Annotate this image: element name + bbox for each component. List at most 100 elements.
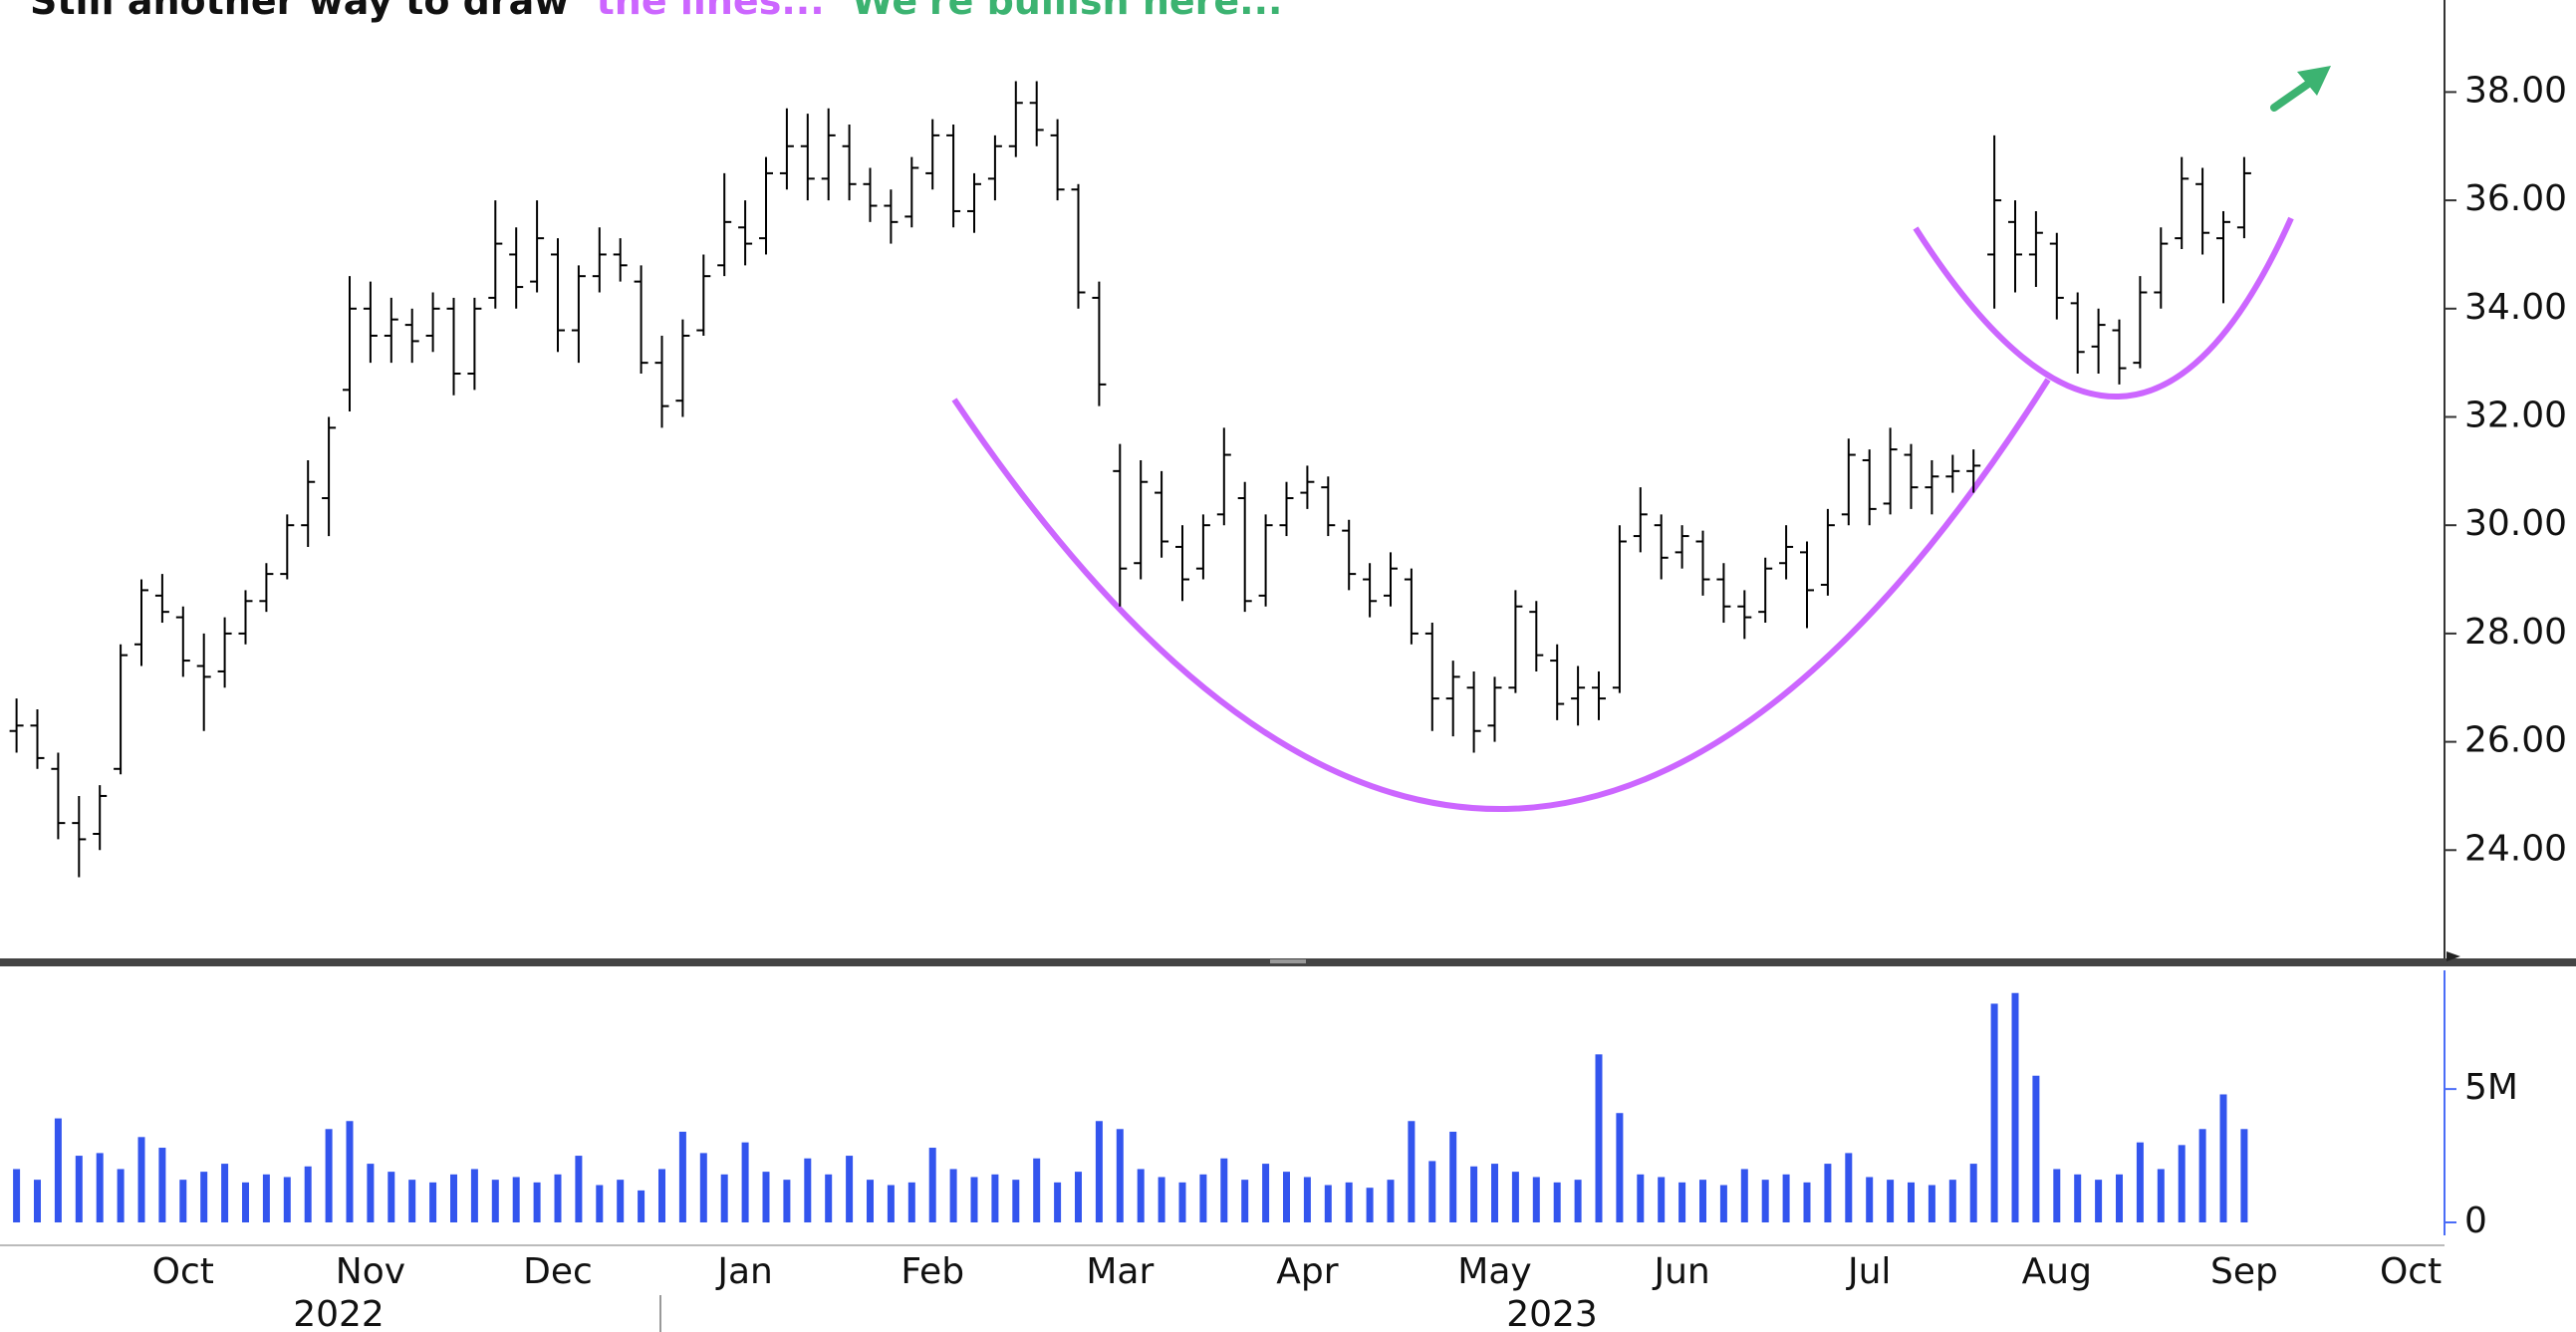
marks: 24.00 26.00 28.00 30.00 32.00 34.00 36.00 38.00… (9, 70, 2567, 1332)
volume-bar (2053, 1169, 2061, 1222)
y-tick-label: 32.00 (2464, 395, 2567, 435)
volume-bar (783, 1180, 791, 1222)
volume-bar (1158, 1177, 1165, 1222)
volume-bar (1116, 1129, 1124, 1222)
volume-bar (1345, 1182, 1353, 1222)
volume-bar (699, 1153, 707, 1222)
volume-bar (470, 1169, 478, 1222)
volume-bar (1658, 1177, 1666, 1222)
x-tick-label: Dec (523, 1251, 593, 1292)
volume-bar (1012, 1180, 1020, 1222)
volume-bar (1408, 1121, 1416, 1222)
volume-bar (2178, 1145, 2186, 1222)
volume-bar (762, 1172, 770, 1222)
title-part: We're bullish here... (852, 0, 1283, 23)
y-tick-label: 0 (2464, 1200, 2487, 1241)
x-tick-label: Apr (1276, 1251, 1338, 1292)
volume-bar (179, 1180, 187, 1222)
volume-bar (825, 1174, 833, 1222)
volume-bar (1428, 1161, 1436, 1222)
year-label: 2022 (293, 1294, 385, 1332)
volume-bar (1553, 1182, 1561, 1222)
title-part: Still another way to draw (30, 0, 569, 23)
volume-bar (34, 1180, 41, 1222)
volume-bar (1595, 1054, 1603, 1222)
volume-bar (1866, 1177, 1874, 1222)
volume-bar (387, 1172, 395, 1222)
volume-bar (1220, 1158, 1228, 1222)
volume-bar (1511, 1172, 1519, 1222)
volume-bar (1178, 1182, 1186, 1222)
x-tick-label: Feb (901, 1251, 964, 1292)
volume-bar (491, 1180, 499, 1222)
x-tick-label: Aug (2022, 1251, 2092, 1292)
volume-bar (804, 1158, 812, 1222)
volume-bar (1782, 1174, 1790, 1222)
volume-bar (1303, 1177, 1311, 1222)
volume-bar (1449, 1131, 1457, 1222)
volume-bar (242, 1182, 249, 1222)
axis-arrow (2447, 951, 2460, 961)
volume-bar (970, 1177, 978, 1222)
y-tick-label: 28.00 (2464, 612, 2567, 653)
volume-bar (1908, 1182, 1915, 1222)
volume-bar (1470, 1166, 1478, 1222)
volume-bar (158, 1148, 166, 1222)
volume-bar (1719, 1185, 1727, 1222)
volume-bar (1948, 1180, 1956, 1222)
bullish-arrow (2270, 66, 2331, 112)
volume-bar (533, 1182, 541, 1222)
volume-bar (554, 1174, 562, 1222)
volume-bar (346, 1121, 354, 1222)
volume-bar (96, 1153, 104, 1222)
volume-bar (283, 1177, 291, 1222)
title-part: the lines... (597, 0, 825, 23)
x-tick-label: Oct (152, 1251, 214, 1292)
volume-bar (1969, 1164, 1977, 1222)
y-tick-label: 30.00 (2464, 503, 2567, 544)
volume-bar (596, 1185, 604, 1222)
volume-bar (1137, 1169, 1145, 1222)
volume-bar (1075, 1172, 1082, 1222)
volume-bar (1803, 1182, 1811, 1222)
volume-bar (2219, 1094, 2227, 1222)
separator-grip (1270, 959, 1306, 963)
volume-bar (1033, 1158, 1041, 1222)
handle-curve (1913, 216, 2294, 400)
volume-bar (2116, 1174, 2123, 1222)
volume-bar (262, 1174, 270, 1222)
volume-bar (1637, 1174, 1645, 1222)
volume-bar (13, 1169, 21, 1222)
volume-bar (1095, 1121, 1103, 1222)
volume-bar (887, 1185, 895, 1222)
volume-bar (1616, 1113, 1624, 1222)
volume-bar (575, 1156, 583, 1222)
x-tick-label: May (1457, 1251, 1531, 1292)
volume-bar (2011, 992, 2019, 1222)
volume-bar (2032, 1075, 2040, 1222)
volume-bar (1761, 1180, 1769, 1222)
y-tick-label: 26.00 (2464, 720, 2567, 761)
x-tick-label: Jun (1652, 1251, 1709, 1292)
volume-bar (1241, 1180, 1249, 1222)
volume-bar (1491, 1164, 1498, 1222)
volume-bar (907, 1182, 915, 1222)
volume-bar (1262, 1164, 1270, 1222)
volume-bar (617, 1180, 625, 1222)
volume-bar (2157, 1169, 2165, 1222)
year-label: 2023 (1506, 1294, 1598, 1332)
volume-bar (2074, 1174, 2082, 1222)
volume-bar (1928, 1185, 1935, 1222)
volume-bar (720, 1174, 728, 1222)
volume-bar (304, 1166, 312, 1222)
cup-curve (951, 378, 2051, 812)
volume-bar (1887, 1180, 1895, 1222)
volume-bar (2136, 1142, 2144, 1222)
volume-bar (117, 1169, 125, 1222)
volume-bar (2240, 1129, 2248, 1222)
volume-bar (221, 1164, 229, 1222)
volume-bar (1387, 1180, 1395, 1222)
y-tick-label: 24.00 (2464, 828, 2567, 869)
x-tick-label: Jul (1846, 1251, 1891, 1292)
